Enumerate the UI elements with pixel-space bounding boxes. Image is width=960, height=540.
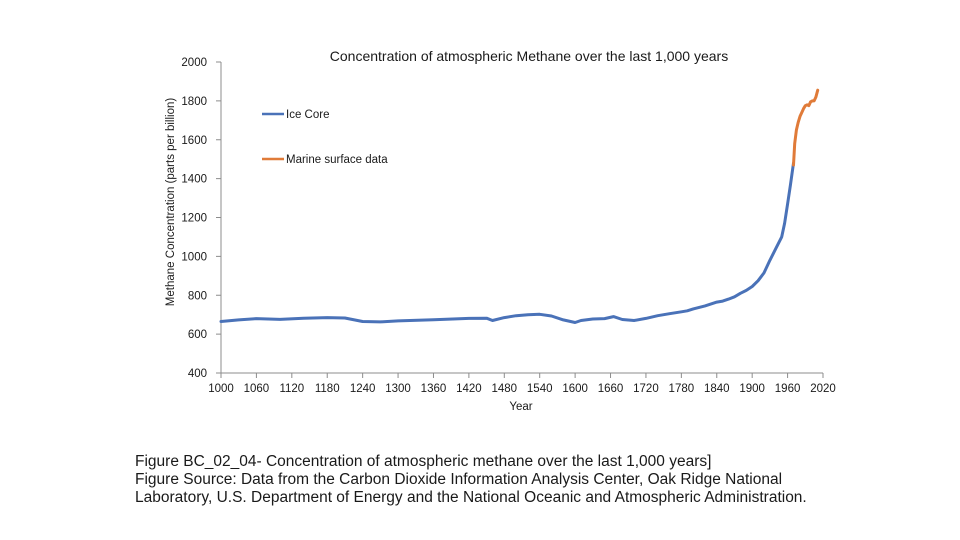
caption-line-1: Figure BC_02_04- Concentration of atmosp… — [135, 453, 712, 470]
y-tick-label: 1400 — [181, 174, 207, 186]
figure-caption: Figure BC_02_04- Concentration of atmosp… — [135, 453, 935, 507]
x-tick-label: 1720 — [633, 383, 659, 395]
x-tick-label: 1180 — [315, 383, 340, 395]
y-tick-label: 2000 — [181, 57, 207, 69]
x-axis-label: Year — [509, 401, 532, 413]
x-tick-label: 1300 — [385, 383, 411, 395]
y-tick-label: 400 — [188, 368, 207, 380]
x-tick-label: 1840 — [704, 383, 730, 395]
chart-title: Concentration of atmospheric Methane ove… — [330, 48, 728, 64]
caption-line-3: Laboratory, U.S. Department of Energy an… — [135, 489, 807, 506]
x-tick-label: 1240 — [350, 383, 376, 395]
legend-label-2: Marine surface data — [286, 154, 388, 166]
methane-chart: Concentration of atmospheric Methane ove… — [165, 48, 836, 413]
x-tick-label: 1420 — [456, 383, 482, 395]
x-tick-label: 1360 — [421, 383, 447, 395]
y-tick-label: 1800 — [181, 96, 207, 108]
series-lines — [219, 88, 820, 324]
y-tick-label: 1200 — [181, 213, 207, 225]
x-tick-label: 1960 — [775, 383, 801, 395]
series-line-1 — [219, 161, 795, 324]
x-tick-label: 1120 — [279, 383, 304, 395]
x-tick-label: 1600 — [562, 383, 588, 395]
x-tick-label: 1000 — [208, 383, 234, 395]
y-tick-label: 1000 — [181, 251, 207, 263]
legend: Ice Core Marine surface data — [262, 109, 388, 166]
x-tick-label: 1060 — [244, 383, 270, 395]
x-tick-label: 1660 — [598, 383, 624, 395]
x-tick-label: 1780 — [669, 383, 695, 395]
x-tick-labels: 1000 1060 1120 1180 1240 1300 1360 1420 1480 1540… — [208, 373, 836, 395]
y-tick-label: 1600 — [181, 135, 207, 147]
y-tick-label: 600 — [188, 329, 207, 341]
x-tick-label: 1480 — [491, 383, 517, 395]
x-tick-label: 2020 — [810, 383, 836, 395]
legend-label-1: Ice Core — [286, 109, 329, 121]
x-tick-label: 1900 — [739, 383, 765, 395]
caption-line-2: Figure Source: Data from the Carbon Diox… — [135, 471, 783, 488]
y-tick-label: 800 — [188, 290, 207, 302]
x-tick-label: 1540 — [527, 383, 553, 395]
y-axis-label: Methane Concentration (parts per billion… — [165, 98, 177, 307]
y-tick-labels: 400 600 800 1000 1200 1400 1600 1800 2000 — [181, 57, 221, 380]
series-line-2 — [792, 88, 820, 167]
